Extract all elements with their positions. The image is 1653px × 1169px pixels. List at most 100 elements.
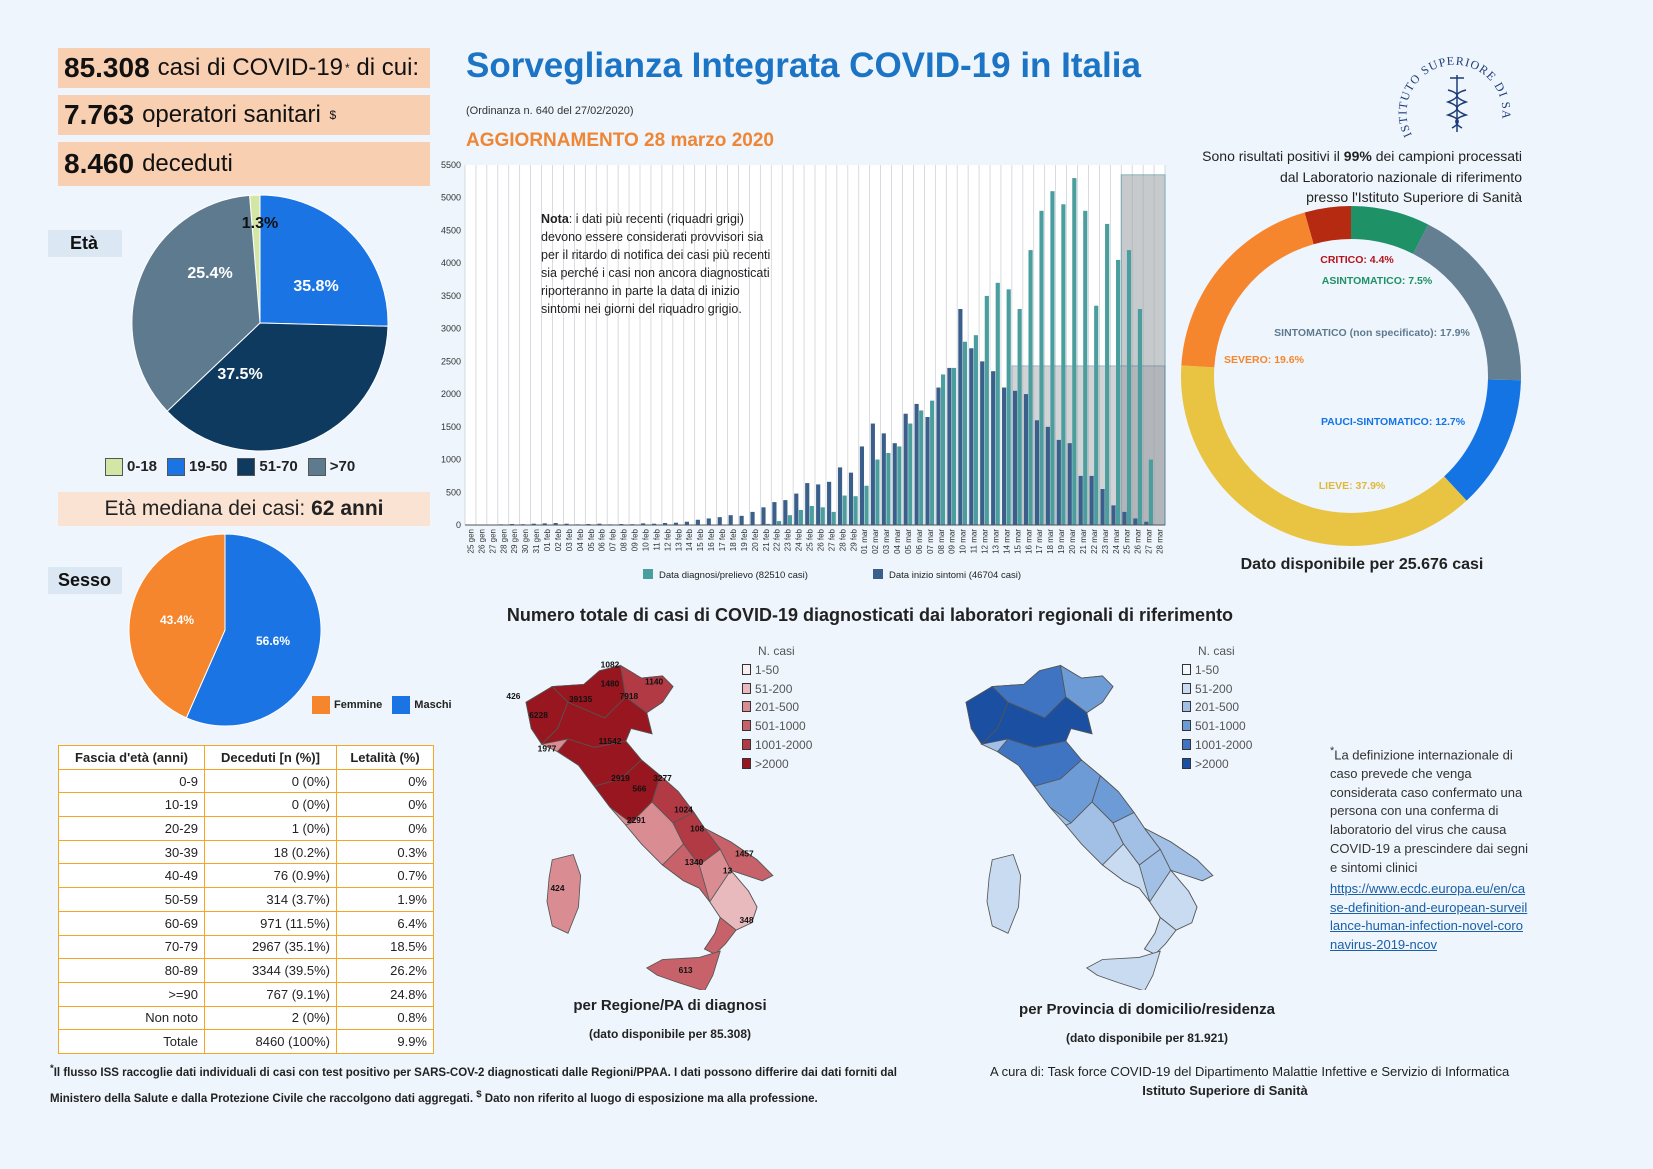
bar-diagnosis xyxy=(853,496,858,525)
x-tick-label: 10 feb xyxy=(641,528,650,551)
x-tick-label: 28 mar xyxy=(1156,529,1165,554)
table-row: 20-29 1 (0%) 0% xyxy=(58,816,434,841)
bar-onset xyxy=(848,472,854,525)
table-row: 30-39 18 (0.2%) 0.3% xyxy=(58,839,434,865)
y-tick-label: 5000 xyxy=(441,193,461,203)
age-legend-swatch xyxy=(237,458,256,477)
region-count-label: 613 xyxy=(679,965,693,975)
bar-diagnosis xyxy=(842,495,847,525)
bar-onset xyxy=(827,481,832,525)
cases-suffix: di cui: xyxy=(356,54,420,81)
right-map-sub: (dato disponibile per 81.921) xyxy=(1065,1031,1229,1045)
y-tick-label: 1000 xyxy=(441,455,461,465)
map-legend-swatch xyxy=(1182,720,1191,732)
x-tick-label: 29 feb xyxy=(849,528,858,551)
age-slice-label: 37.5% xyxy=(217,366,262,383)
table-cell: 60-69 xyxy=(58,910,205,936)
map-legend-label: 201-500 xyxy=(755,700,800,715)
map-legend-swatch xyxy=(742,738,751,750)
table-header-row: Fascia d'età (anni) Deceduti [n (%)] Let… xyxy=(58,745,434,770)
y-tick-label: 4500 xyxy=(441,225,461,235)
bar-onset xyxy=(564,523,569,525)
age-legend-swatch xyxy=(307,458,326,477)
x-tick-label: 27 mar xyxy=(1145,529,1154,554)
left-map-caption: per Regione/PA di diagnosi xyxy=(573,997,767,1014)
donut-label: ASINTOMATICO: 7.5% xyxy=(1322,275,1433,287)
bar-diagnosis xyxy=(809,506,814,525)
table-row: 0-9 0 (0%) 0% xyxy=(58,768,434,794)
region-count-label: 1082 xyxy=(601,660,620,670)
x-tick-label: 12 mar xyxy=(981,529,990,554)
table-cell: 40-49 xyxy=(58,863,205,889)
definition-sup: * xyxy=(1330,745,1335,757)
x-tick-label: 03 mar xyxy=(882,529,891,554)
donut-label: LIEVE: 37.9% xyxy=(1319,480,1386,492)
bar-onset xyxy=(706,518,711,525)
sex-slice-label: 56.6% xyxy=(256,634,290,648)
fatality-table: Fascia d'età (anni) Deceduti [n (%)] Let… xyxy=(58,745,434,1054)
age-slice-3 xyxy=(131,194,261,412)
x-tick-label: 21 mar xyxy=(1079,529,1088,554)
region-count-label: 1140 xyxy=(645,676,664,686)
bar-onset xyxy=(750,511,755,525)
y-tick-label: 0 xyxy=(456,520,461,530)
credits-line1: A cura di: Task force COVID-19 del Dipar… xyxy=(990,1064,1510,1079)
table-row: 50-59 314 (3.7%) 1.9% xyxy=(58,887,434,912)
table-row: 40-49 76 (0.9%) 0.7% xyxy=(58,863,434,889)
ecdc-link[interactable]: https://www.ecdc.europa.eu/en/case-defin… xyxy=(1330,881,1528,953)
bar-onset xyxy=(892,443,897,525)
x-tick-label: 06 mar xyxy=(915,529,924,554)
x-tick-label: 31 gen xyxy=(532,529,541,553)
table-cell: 50-59 xyxy=(58,887,205,912)
table-cell: 18.5% xyxy=(336,934,434,960)
x-tick-label: 17 feb xyxy=(718,528,727,551)
map-legend-swatch xyxy=(742,701,751,713)
bar-onset xyxy=(870,423,875,525)
bar-diagnosis xyxy=(1148,459,1153,525)
map-legend-swatch xyxy=(1182,757,1191,769)
region-count-label: 11542 xyxy=(599,736,622,746)
table-cell: 1 (0%) xyxy=(204,816,337,841)
x-tick-label: 20 feb xyxy=(751,528,760,551)
bar-onset xyxy=(805,483,810,525)
region-map: 1082 1480 1140 426 39135 7918 6228 11542 1977 291… xyxy=(506,660,774,990)
bar-onset xyxy=(652,523,657,525)
map-legend-swatch xyxy=(742,720,751,732)
map-region-sardinia xyxy=(546,853,582,934)
bar-diagnosis xyxy=(1094,305,1099,525)
legend-label: Data inizio sintomi (46704 casi) xyxy=(889,570,1021,581)
map-legend-item: 201-500 xyxy=(742,698,812,717)
y-tick-label: 2000 xyxy=(441,389,461,399)
bar-onset xyxy=(641,523,646,525)
x-tick-label: 15 mar xyxy=(1013,529,1022,554)
lab-line3: presso l'Istituto Superiore di Sanità xyxy=(1306,189,1522,205)
bar-diagnosis xyxy=(831,511,836,525)
region-count-label: 2291 xyxy=(627,815,646,825)
age-slice-label: 35.8% xyxy=(293,278,338,295)
donut-slice-0 xyxy=(1304,206,1351,245)
x-tick-label: 25 gen xyxy=(466,529,475,553)
bar-onset xyxy=(1056,439,1061,525)
table-cell: 0% xyxy=(336,768,434,794)
lab-text: Sono risultati positivi il 99% dei campi… xyxy=(1140,146,1522,208)
y-tick-label: 4000 xyxy=(441,258,461,268)
svg-text:ISTITUTO SUPERIORE DI SANITÀ: ISTITUTO SUPERIORE DI SANITÀ xyxy=(1392,40,1514,140)
lab-line1a: Sono risultati positivi il xyxy=(1202,148,1340,164)
sex-slice-0 xyxy=(128,533,226,719)
table-cell: 0 (0%) xyxy=(204,768,337,794)
bar-onset xyxy=(980,361,985,525)
map-region-sicily xyxy=(645,950,721,990)
x-tick-label: 27 feb xyxy=(827,528,836,551)
map-legend-item: 501-1000 xyxy=(1182,717,1252,736)
bar-diagnosis xyxy=(1028,250,1033,525)
y-tick-label: 5500 xyxy=(441,160,461,170)
x-tick-label: 05 feb xyxy=(587,528,596,551)
x-tick-label: 30 gen xyxy=(521,529,530,553)
x-tick-label: 28 gen xyxy=(499,529,508,553)
sex-legend-label: Femmine xyxy=(334,698,383,711)
table-cell: 1.9% xyxy=(336,887,434,912)
map-legend-label: >2000 xyxy=(755,756,789,771)
age-legend-label: >70 xyxy=(329,458,356,475)
x-tick-label: 03 feb xyxy=(565,528,574,551)
table-cell: 26.2% xyxy=(336,958,434,983)
